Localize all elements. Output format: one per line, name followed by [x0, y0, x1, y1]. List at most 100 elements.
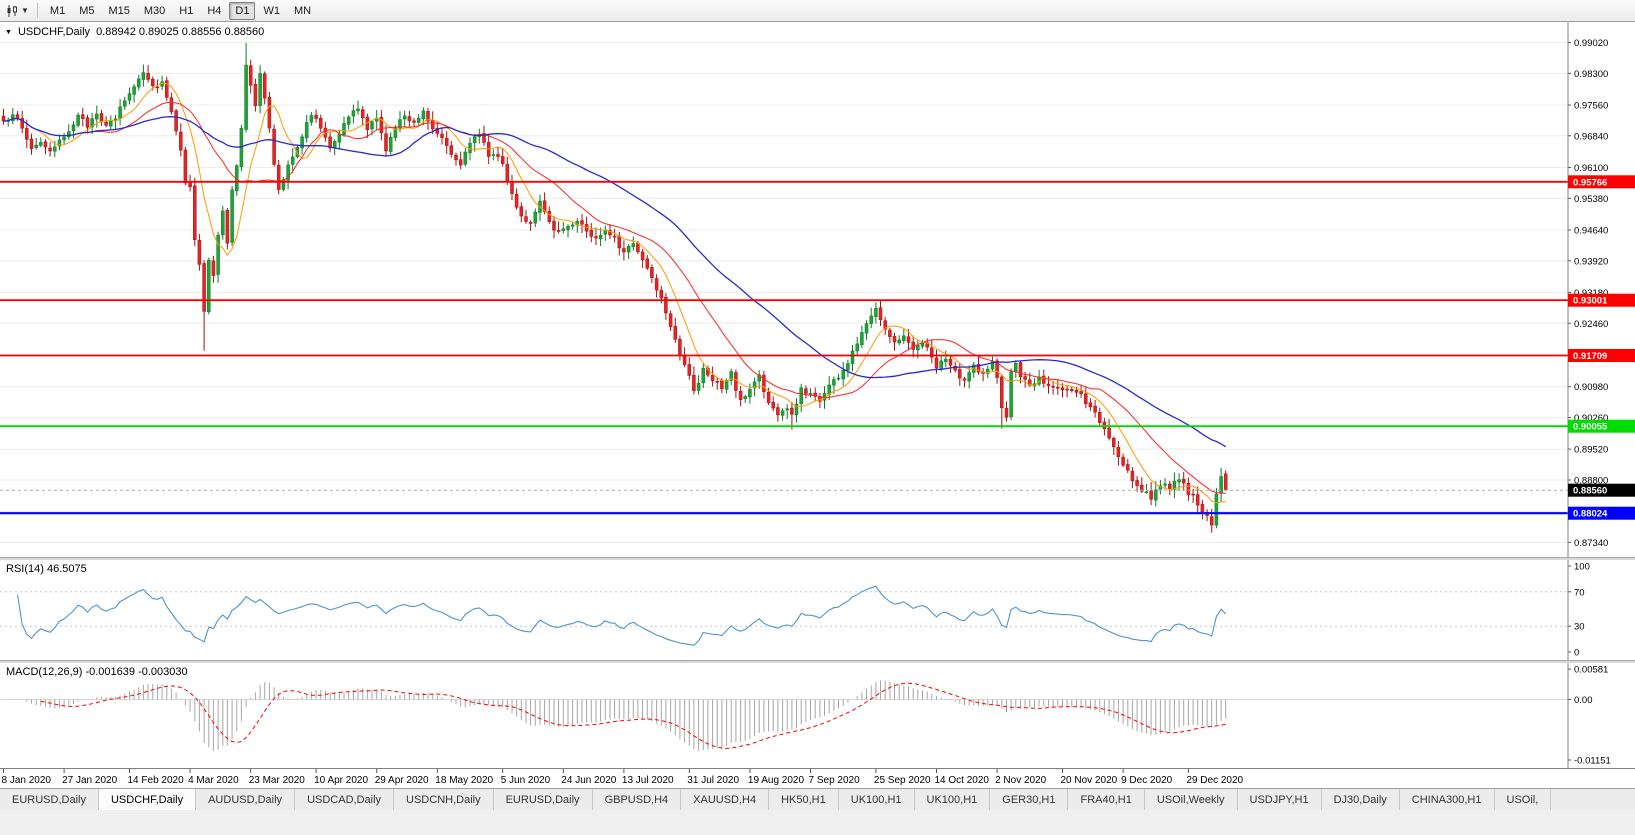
tab-ger30-h1[interactable]: GER30,H1 [990, 789, 1069, 810]
svg-text:0.88024: 0.88024 [1573, 509, 1608, 520]
timeframe-button-h4[interactable]: H4 [207, 4, 222, 17]
tab-eurusd-daily[interactable]: EURUSD,Daily [493, 789, 593, 810]
timeframe-button-m1[interactable]: M1 [49, 4, 66, 17]
svg-text:70: 70 [1574, 587, 1585, 598]
svg-text:13 Jul 2020: 13 Jul 2020 [622, 775, 674, 786]
tab-audusd-daily[interactable]: AUDUSD,Daily [196, 789, 296, 810]
price-badge-0.90055: 0.90055 [1568, 419, 1635, 433]
tab-hk50-h1[interactable]: HK50,H1 [769, 789, 839, 810]
tab-gbpusd-h4[interactable]: GBPUSD,H4 [592, 789, 682, 810]
chart-type-caret-icon[interactable]: ▼ [21, 6, 29, 15]
ma-mid-line [3, 101, 1226, 494]
price-badge-0.88560: 0.88560 [1568, 483, 1635, 497]
ohlc-expand-icon[interactable]: ▼ [5, 28, 12, 36]
svg-text:25 Sep 2020: 25 Sep 2020 [874, 775, 931, 786]
timeframe-button-w1[interactable]: W1 [263, 4, 280, 17]
tab-dj30-daily[interactable]: DJ30,Daily [1321, 789, 1400, 810]
macd-histogram [7, 680, 1227, 752]
svg-text:8 Jan 2020: 8 Jan 2020 [2, 775, 52, 786]
svg-text:0.95380: 0.95380 [1574, 194, 1608, 205]
timeframe-button-m15[interactable]: M15 [108, 4, 130, 17]
timeframe-group: M1 M5 M15 M30 H1 H4 D1 W1 MN [43, 1, 318, 20]
tab-xauusd-h4[interactable]: XAUUSD,H4 [681, 789, 770, 810]
svg-text:0.91709: 0.91709 [1573, 351, 1607, 362]
chart-tabs-bar: EURUSD,Daily USDCHF,Daily AUDUSD,Daily USDC… [0, 788, 1635, 810]
macd-plot[interactable]: 0.00581 0.00 -0.01151 [0, 663, 1635, 768]
main-chart-canvas: 0.99020 0.98300 0.97560 0.96840 0.96100 0.953… [0, 22, 1635, 557]
tab-uk100-h1[interactable]: UK100,H1 [914, 789, 991, 810]
price-badge-0.91709: 0.91709 [1568, 349, 1635, 362]
svg-text:0.96100: 0.96100 [1574, 163, 1608, 174]
svg-text:0.89520: 0.89520 [1574, 445, 1608, 456]
rsi-panel: 100 70 30 0 RSI(14) 46.5075 [0, 560, 1635, 660]
panel-splitter[interactable] [0, 660, 1635, 663]
tab-uk100-h1[interactable]: UK100,H1 [838, 789, 915, 810]
svg-text:9 Dec 2020: 9 Dec 2020 [1121, 775, 1173, 786]
svg-text:23 Mar 2020: 23 Mar 2020 [249, 775, 306, 786]
svg-text:0.97560: 0.97560 [1574, 101, 1608, 112]
svg-text:0.99020: 0.99020 [1574, 38, 1608, 49]
svg-text:0.93180: 0.93180 [1574, 288, 1608, 299]
macd-signal-line [40, 682, 1226, 749]
svg-text:29 Apr 2020: 29 Apr 2020 [375, 775, 429, 786]
timeframe-button-d1[interactable]: D1 [229, 1, 256, 20]
svg-text:0.87340: 0.87340 [1574, 538, 1608, 549]
svg-text:14 Oct 2020: 14 Oct 2020 [935, 775, 990, 786]
time-axis-plot[interactable]: 8 Jan 2020 27 Jan 2020 14 Feb 2020 4 Mar 20… [0, 768, 1635, 788]
tab-china300-h1[interactable]: CHINA300,H1 [1399, 789, 1495, 810]
tab-eurusd-daily[interactable]: EURUSD,Daily [0, 789, 99, 810]
svg-text:-0.01151: -0.01151 [1574, 756, 1611, 767]
svg-text:29 Dec 2020: 29 Dec 2020 [1186, 775, 1243, 786]
svg-text:0.96840: 0.96840 [1574, 131, 1608, 142]
svg-text:0.88800: 0.88800 [1574, 476, 1608, 487]
svg-text:0.00: 0.00 [1574, 695, 1593, 706]
ma-fast-line [3, 82, 1226, 504]
timeframe-button-h1[interactable]: H1 [179, 4, 194, 17]
timeframe-button-m5[interactable]: M5 [79, 4, 95, 17]
tab-usoil-weekly[interactable]: USOil,Weekly [1144, 789, 1238, 810]
status-bar [0, 810, 1635, 835]
candlestick-chart-icon[interactable] [5, 4, 19, 18]
svg-text:0.93001: 0.93001 [1573, 296, 1608, 307]
tab-usdcad-daily[interactable]: USDCAD,Daily [295, 789, 395, 810]
candles [1, 43, 1228, 533]
svg-text:0.90260: 0.90260 [1574, 413, 1608, 424]
svg-text:0.98300: 0.98300 [1574, 69, 1608, 80]
macd-panel: 0.00581 0.00 -0.01151 MACD(12,26,9) -0.001… [0, 663, 1635, 768]
svg-text:0.90980: 0.90980 [1574, 382, 1608, 393]
main-chart-panel: 0.99020 0.98300 0.97560 0.96840 0.96100 0.953… [0, 22, 1635, 557]
svg-text:0.92460: 0.92460 [1574, 319, 1608, 330]
svg-text:0.94640: 0.94640 [1574, 226, 1608, 237]
svg-text:0.95766: 0.95766 [1573, 177, 1607, 188]
panel-splitter[interactable] [0, 557, 1635, 560]
time-axis-canvas: 8 Jan 2020 27 Jan 2020 14 Feb 2020 4 Mar 20… [0, 768, 1635, 793]
macd-canvas: 0.00581 0.00 -0.01151 [0, 663, 1635, 768]
tab-fra40-h1[interactable]: FRA40,H1 [1068, 789, 1145, 810]
svg-text:19 Aug 2020: 19 Aug 2020 [748, 775, 805, 786]
svg-text:7 Sep 2020: 7 Sep 2020 [809, 775, 861, 786]
svg-text:2 Nov 2020: 2 Nov 2020 [995, 775, 1047, 786]
svg-text:20 Nov 2020: 20 Nov 2020 [1061, 775, 1118, 786]
tab-usdcnh-daily[interactable]: USDCNH,Daily [394, 789, 494, 810]
svg-text:0.00581: 0.00581 [1574, 665, 1608, 676]
main-chart-plot[interactable]: 0.99020 0.98300 0.97560 0.96840 0.96100 0.953… [0, 22, 1635, 557]
svg-text:30: 30 [1574, 622, 1585, 633]
svg-text:10 Apr 2020: 10 Apr 2020 [314, 775, 368, 786]
tab-usoil[interactable]: USOil, [1494, 789, 1552, 810]
svg-text:100: 100 [1574, 562, 1590, 573]
toolbar: ▼ M1 M5 M15 M30 H1 H4 D1 W1 MN [0, 0, 1635, 22]
timeframe-button-m30[interactable]: M30 [143, 4, 166, 17]
rsi-plot[interactable]: 100 70 30 0 [0, 560, 1635, 660]
timeframe-button-mn[interactable]: MN [293, 4, 312, 17]
svg-text:5 Jun 2020: 5 Jun 2020 [501, 775, 551, 786]
time-axis[interactable]: 8 Jan 2020 27 Jan 2020 14 Feb 2020 4 Mar 20… [0, 768, 1635, 788]
tab-usdchf-daily[interactable]: USDCHF,Daily [98, 789, 197, 810]
svg-text:0.90055: 0.90055 [1573, 422, 1608, 433]
tab-usdjpy-h1[interactable]: USDJPY,H1 [1237, 789, 1322, 810]
svg-text:24 Jun 2020: 24 Jun 2020 [561, 775, 616, 786]
svg-text:27 Jan 2020: 27 Jan 2020 [62, 775, 117, 786]
svg-text:31 Jul 2020: 31 Jul 2020 [687, 775, 739, 786]
rsi-canvas: 100 70 30 0 [0, 560, 1635, 660]
rsi-line [16, 585, 1227, 646]
